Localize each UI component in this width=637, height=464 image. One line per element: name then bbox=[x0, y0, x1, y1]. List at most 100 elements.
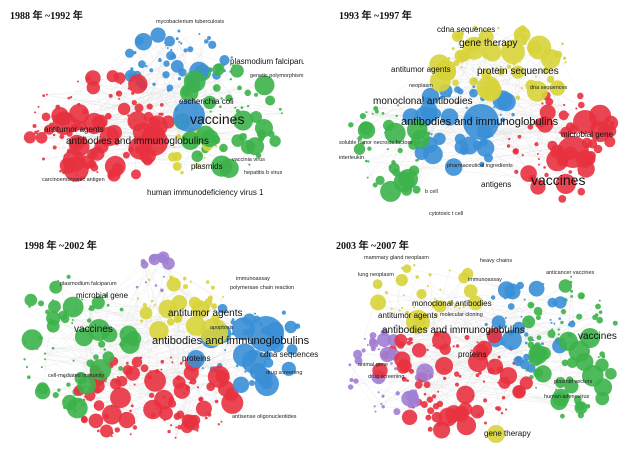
network-node bbox=[204, 39, 209, 44]
network-node bbox=[560, 320, 564, 325]
network-node bbox=[166, 84, 174, 92]
network-node bbox=[439, 288, 442, 291]
network-node bbox=[171, 361, 174, 364]
network-node bbox=[390, 307, 393, 310]
network-node bbox=[154, 389, 174, 410]
network-node bbox=[530, 179, 546, 195]
network-node bbox=[182, 414, 198, 430]
network-node bbox=[130, 404, 134, 408]
node-label-anticancer-vaccines: anticancer vaccines bbox=[546, 270, 595, 276]
network-node bbox=[191, 300, 210, 319]
network-node bbox=[535, 386, 538, 389]
network-node bbox=[534, 75, 537, 78]
network-node bbox=[460, 66, 463, 69]
network-node bbox=[524, 341, 528, 345]
network-node bbox=[415, 159, 418, 162]
network-node bbox=[570, 275, 573, 278]
network-node bbox=[394, 367, 397, 371]
network-node bbox=[129, 433, 132, 436]
network-node bbox=[527, 336, 534, 342]
node-label-microbial-gene: microbial gene bbox=[76, 291, 129, 300]
network-node bbox=[384, 291, 388, 295]
network-node bbox=[377, 332, 392, 347]
network-node bbox=[359, 113, 366, 120]
network-node bbox=[132, 425, 138, 430]
network-node bbox=[564, 379, 579, 394]
network-node bbox=[249, 380, 255, 386]
network-node bbox=[513, 26, 531, 44]
network-node bbox=[167, 429, 171, 434]
network-node bbox=[212, 84, 221, 92]
network-node bbox=[140, 260, 149, 269]
network-node bbox=[427, 426, 433, 432]
network-node bbox=[512, 385, 526, 399]
network-node bbox=[527, 35, 552, 60]
network-node bbox=[207, 365, 230, 388]
network-node bbox=[499, 113, 502, 116]
network-node bbox=[406, 338, 409, 341]
node-label-immunoassay: immunoassay bbox=[236, 276, 270, 282]
network-node bbox=[347, 384, 354, 390]
network-node bbox=[102, 404, 122, 425]
network-node bbox=[570, 289, 574, 293]
network-node bbox=[401, 376, 407, 382]
network-node bbox=[564, 61, 567, 64]
network-node bbox=[501, 330, 522, 350]
network-node bbox=[281, 361, 296, 376]
network-node bbox=[162, 257, 175, 270]
network-node bbox=[465, 106, 468, 109]
network-node bbox=[134, 33, 153, 51]
node-label-neoplasm: neoplasm bbox=[409, 83, 433, 89]
network-node bbox=[197, 386, 200, 389]
network-node bbox=[434, 313, 438, 317]
network-node bbox=[454, 86, 461, 93]
network-node bbox=[605, 368, 617, 380]
network-node bbox=[369, 338, 379, 349]
network-node bbox=[406, 379, 409, 382]
network-node bbox=[521, 154, 524, 157]
network-node bbox=[234, 106, 237, 109]
network-node bbox=[366, 176, 369, 179]
network-node bbox=[469, 88, 478, 98]
node-label-antisense-oligonucleotides: antisense oligonucleotides bbox=[232, 414, 297, 420]
network-node bbox=[599, 351, 605, 357]
network-node bbox=[443, 376, 447, 380]
node-label-antitumor-agents: antitumor agents bbox=[391, 65, 451, 74]
network-node bbox=[520, 315, 523, 318]
node-label-human-immunodeficiency-virus-1: human immunodeficiency virus 1 bbox=[147, 188, 264, 197]
node-label-monoclonal-antibodies: monoclonal antibodies bbox=[373, 96, 473, 107]
network-node bbox=[59, 134, 65, 140]
panel-1998-2002: 1998 年 ~2002 年 antibodies and immunoglob… bbox=[4, 234, 320, 460]
network-node bbox=[501, 330, 505, 334]
network-node bbox=[241, 349, 266, 374]
network-node bbox=[183, 284, 188, 290]
network-node bbox=[174, 436, 177, 439]
network-node bbox=[240, 106, 244, 109]
network-node bbox=[42, 94, 46, 97]
network-node bbox=[254, 312, 256, 315]
network-node bbox=[166, 47, 169, 49]
network-node bbox=[353, 349, 363, 359]
network-node bbox=[407, 119, 428, 141]
network-node bbox=[582, 365, 604, 387]
network-node bbox=[48, 300, 61, 313]
network-node bbox=[118, 366, 124, 371]
network-node bbox=[379, 346, 396, 363]
network-node bbox=[499, 367, 518, 385]
network-node bbox=[506, 144, 511, 148]
node-label-antibodies-and-immunoglobulins: antibodies and immunoglobulins bbox=[401, 116, 559, 128]
network-node bbox=[536, 335, 542, 341]
network-node bbox=[386, 148, 389, 151]
network-node bbox=[484, 322, 488, 327]
network-node bbox=[493, 106, 496, 109]
network-node bbox=[377, 348, 380, 351]
network-node bbox=[93, 354, 99, 360]
node-label-antibodies-and-immunoglobulins: antibodies and immunoglobulins bbox=[382, 325, 525, 336]
network-node bbox=[217, 303, 228, 314]
network-node bbox=[198, 32, 201, 35]
network-node bbox=[573, 110, 597, 134]
network-node bbox=[534, 142, 539, 147]
network-node bbox=[62, 296, 84, 318]
network-node bbox=[173, 382, 190, 399]
node-label-immunoassay: immunoassay bbox=[468, 277, 502, 283]
